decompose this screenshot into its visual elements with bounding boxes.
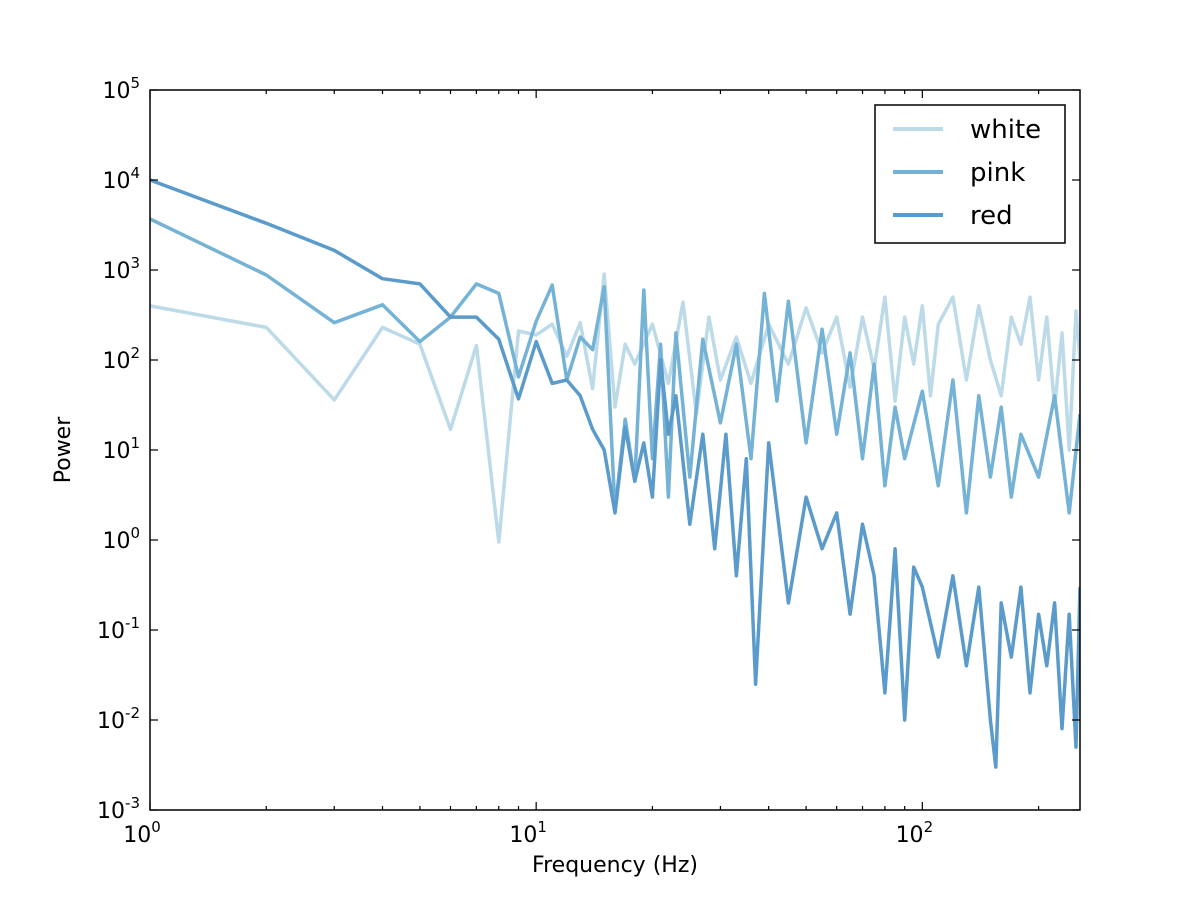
y-tick-label: 105 (102, 74, 140, 104)
y-tick-label: 104 (102, 164, 140, 194)
series-line-white (150, 272, 1080, 544)
y-tick-label: 10-3 (97, 794, 140, 824)
x-tick-label: 100 (123, 818, 161, 848)
y-tick-label: 10-2 (97, 704, 140, 734)
series-line-pink (150, 217, 1080, 515)
y-tick-label: 10-1 (97, 614, 140, 644)
legend-label-pink: pink (970, 158, 1025, 188)
y-tick-label: 100 (102, 524, 140, 554)
y-tick-label: 102 (102, 344, 140, 374)
y-tick-label: 103 (102, 254, 140, 284)
x-axis-title: Frequency (Hz) (532, 853, 698, 878)
ticks-layer: 100 101 102 10-3 10-2 10-1 100 101 102 103 104 105 (97, 74, 1080, 848)
y-tick-label: 101 (102, 434, 140, 464)
x-tick-label: 101 (509, 818, 547, 848)
x-tick-label: 102 (896, 818, 934, 848)
legend: white pink red (874, 104, 1066, 244)
legend-label-red: red (970, 201, 1013, 231)
y-axis-title: Power (51, 416, 76, 483)
legend-label-white: white (970, 115, 1041, 145)
series-layer (150, 178, 1080, 769)
series-line-red (150, 178, 1080, 769)
